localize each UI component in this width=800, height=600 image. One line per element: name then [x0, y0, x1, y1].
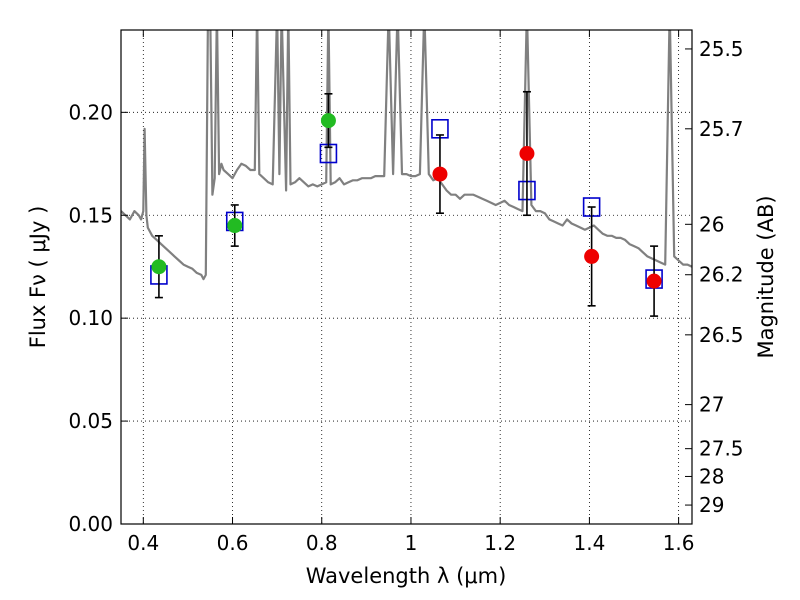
detection-point [227, 218, 243, 234]
mag-tick-label: 26 [699, 212, 724, 236]
points-layer [150, 90, 663, 317]
y-tick-label: 0.15 [68, 203, 113, 227]
detection-point [584, 248, 600, 264]
detection-point [151, 259, 167, 275]
y2-axis-label: Magnitude (AB) [754, 195, 778, 358]
mag-tick-label: 26.5 [699, 323, 744, 347]
mag-tick-label: 28 [699, 464, 724, 488]
x-tick-label: 0.8 [306, 531, 338, 555]
spectrum-line [121, 30, 692, 281]
x-tick-label: 1.6 [663, 531, 695, 555]
axis-ticks: 0.4 0.6 0.8 1 1.2 1.4 1.6 0.00 0.05 0.10 0.15 0.20 2… [68, 30, 744, 555]
mag-tick-label: 25.5 [699, 37, 744, 61]
mag-tick-label: 25.7 [699, 117, 744, 141]
x-tick-label: 1 [405, 531, 418, 555]
mag-tick-label: 26.2 [699, 263, 744, 287]
x-tick-label: 1.2 [484, 531, 516, 555]
y-tick-label: 0.05 [68, 409, 113, 433]
detection-point [519, 146, 535, 161]
mag-tick-label: 29 [699, 493, 724, 517]
spectrum-layer [121, 30, 692, 281]
x-tick-label: 1.4 [573, 531, 605, 555]
x-axis-label: Wavelength λ (μm) [306, 564, 507, 588]
mag-tick-label: 27 [699, 393, 724, 417]
y-tick-label: 0.10 [68, 306, 113, 330]
plot-frame [120, 29, 693, 525]
y-axis-label: Flux Fν ( μJy ) [26, 206, 50, 349]
detection-point [646, 273, 662, 289]
y-tick-label: 0.20 [68, 100, 113, 124]
x-tick-label: 0.6 [217, 531, 249, 555]
detection-point [320, 113, 336, 129]
y-tick-label: 0.00 [68, 512, 113, 536]
mag-tick-label: 27.5 [699, 437, 744, 461]
detection-point [432, 166, 448, 182]
x-tick-label: 0.4 [127, 531, 159, 555]
